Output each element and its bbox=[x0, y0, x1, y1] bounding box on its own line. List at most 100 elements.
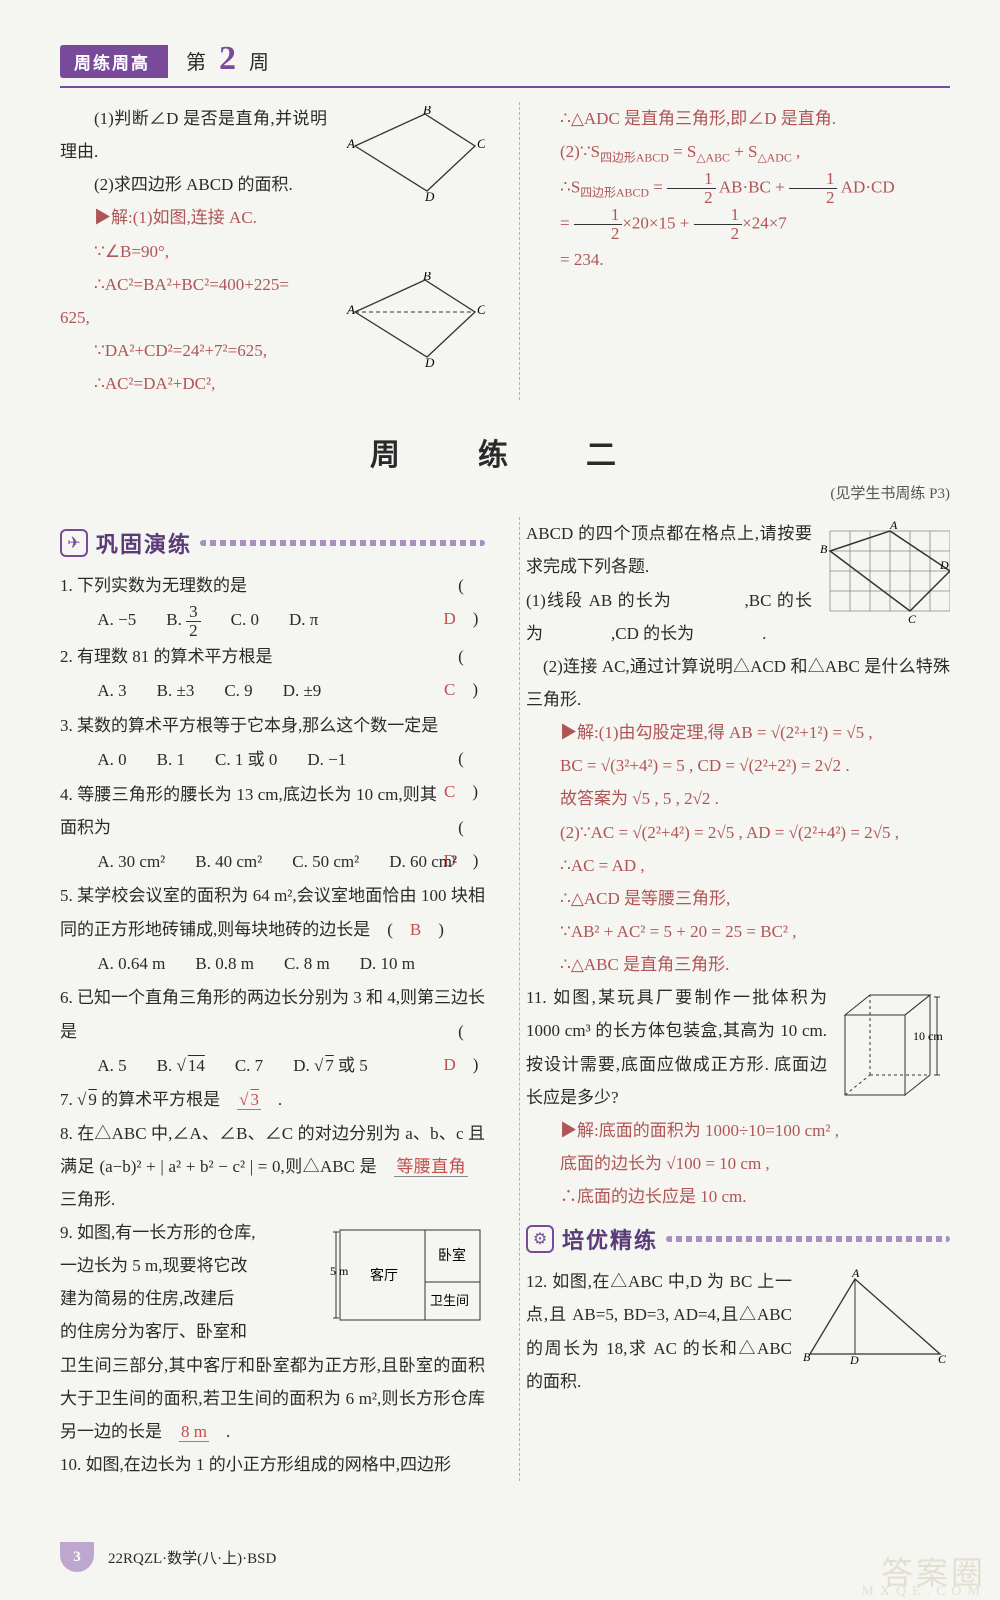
section-two-col: ✈ 巩固演练 1. 下列实数为无理数的是( D ) A. −5 B. 32 C.… bbox=[60, 517, 950, 1481]
week-number: 2 bbox=[219, 40, 240, 77]
q4-B: B. 40 cm² bbox=[195, 844, 262, 880]
gear-icon: ⚙ bbox=[526, 1225, 554, 1253]
q5-C: C. 8 m bbox=[284, 946, 330, 982]
footer-code: 22RQZL·数学(八·上)·BSD bbox=[108, 1547, 276, 1568]
q3-ans: C bbox=[444, 782, 455, 801]
svg-text:B: B bbox=[820, 542, 828, 556]
q4-C: C. 50 cm² bbox=[292, 844, 359, 880]
top-right-col: ∴△ADC 是直角三角形,即∠D 是直角. (2)∵S四边形ABCD = S△A… bbox=[519, 102, 950, 400]
q1-stem: 1. 下列实数为无理数的是( D ) bbox=[60, 569, 485, 602]
peiyou-title: 培优精练 bbox=[562, 1223, 658, 1255]
svg-text:C: C bbox=[938, 1352, 947, 1364]
top-l8: ∴AC²=DA²+DC², bbox=[60, 367, 485, 400]
q8-ans: 等腰直角 bbox=[394, 1157, 468, 1177]
svg-text:5 m: 5 m bbox=[330, 1264, 349, 1278]
q7-ans: √3 bbox=[237, 1090, 261, 1110]
svg-text:卫生间: 卫生间 bbox=[430, 1293, 469, 1308]
svg-text:A: A bbox=[346, 302, 355, 317]
q3-A: A. 0 bbox=[97, 742, 126, 778]
top-left-col: A B C D (1)判断∠D 是否是直角,并说明理由. (2)求四边形 ABC… bbox=[60, 102, 491, 400]
quad-figure-1: A B C D bbox=[335, 106, 485, 201]
q2-D: D. ±9 bbox=[283, 673, 322, 709]
q6-text: 6. 已知一个直角三角形的两边长分别为 3 和 4,则第三边长是 bbox=[60, 988, 485, 1040]
q6-C: C. 7 bbox=[235, 1048, 263, 1084]
badge-peiyou: ⚙ 培优精练 bbox=[526, 1223, 950, 1255]
svg-text:A: A bbox=[346, 136, 355, 151]
q3-B: B. 1 bbox=[157, 742, 185, 778]
svg-text:C: C bbox=[477, 302, 485, 317]
q11-cuboid-figure: 10 cm bbox=[835, 985, 950, 1105]
q11-s2: 底面的边长为 √100 = 10 cm , bbox=[526, 1147, 950, 1180]
section-title: 周 练 二 bbox=[60, 430, 950, 474]
q4-D: D. 60 cm² bbox=[389, 844, 457, 880]
q3-D: D. −1 bbox=[307, 742, 346, 778]
section-sub: (见学生书周练 P3) bbox=[60, 482, 950, 503]
svg-text:A: A bbox=[851, 1269, 860, 1280]
q2-A: A. 3 bbox=[97, 673, 126, 709]
top-r-formula: ∴S四边形ABCD = 12 AB·BC + 12 AD·CD bbox=[526, 170, 950, 207]
q6-B: B. √14 bbox=[157, 1048, 205, 1084]
q5-choices: A. 0.64 mB. 0.8 mC. 8 mD. 10 m bbox=[60, 946, 485, 982]
q10b-s5: ∴AC = AD , bbox=[526, 849, 950, 882]
q5-stem: 5. 某学校会议室的面积为 64 m²,会议室地面恰由 100 块相同的正方形地… bbox=[60, 879, 485, 945]
svg-text:C: C bbox=[477, 136, 485, 151]
badge-bar bbox=[200, 540, 485, 546]
svg-text:D: D bbox=[424, 355, 435, 367]
svg-text:B: B bbox=[423, 272, 431, 283]
q9-figure: 客厅 卧室 卫生间 5 m bbox=[330, 1220, 485, 1330]
q5-text: 5. 某学校会议室的面积为 64 m²,会议室地面恰由 100 块相同的正方形地… bbox=[60, 886, 485, 938]
q4-choices: A. 30 cm²B. 40 cm²C. 50 cm²D. 60 cm² bbox=[60, 844, 437, 880]
badge-bar-2 bbox=[666, 1236, 950, 1242]
q5-D: D. 10 m bbox=[360, 946, 415, 982]
page-number: 3 bbox=[60, 1542, 94, 1572]
q2-C: C. 9 bbox=[224, 673, 252, 709]
week-suffix: 周 bbox=[249, 52, 273, 74]
svg-text:10 cm: 10 cm bbox=[913, 1029, 943, 1043]
q10b-s4: (2)∵AC = √(2²+4²) = 2√5 , AD = √(2²+4²) … bbox=[526, 816, 950, 849]
q1-choices: A. −5 B. 32 C. 0 D. π bbox=[60, 602, 437, 639]
svg-text:B: B bbox=[803, 1350, 811, 1364]
svg-text:B: B bbox=[423, 106, 431, 117]
q10b-s3: 故答案为 √5 , 5 , 2√2 . bbox=[526, 782, 950, 815]
q11-s3: ∴底面的边长应是 10 cm. bbox=[526, 1180, 950, 1213]
svg-text:A: A bbox=[889, 521, 898, 532]
svg-text:卧室: 卧室 bbox=[438, 1247, 466, 1264]
q4-stem: 4. 等腰三角形的腰长为 13 cm,底边长为 10 cm,则其面积为( D ) bbox=[60, 778, 485, 844]
watermark-url: MXQE.COM bbox=[861, 1584, 986, 1600]
q1-C: C. 0 bbox=[231, 602, 259, 639]
top-continuation: A B C D (1)判断∠D 是否是直角,并说明理由. (2)求四边形 ABC… bbox=[60, 102, 950, 400]
quad-figure-2: A B C D bbox=[335, 272, 485, 367]
svg-text:D: D bbox=[424, 189, 435, 201]
top-r2: (2)∵S四边形ABCD = S△ABC + S△ADC , bbox=[526, 135, 950, 170]
header-rule bbox=[60, 86, 950, 88]
chapter-tag: 周练周高 bbox=[60, 45, 168, 78]
rocket-icon: ✈ bbox=[60, 529, 88, 557]
chapter-header: 周练周高 第 2 周 bbox=[60, 40, 950, 78]
svg-text:C: C bbox=[908, 612, 917, 626]
q3-choices: A. 0 B. 1 C. 1 或 0 D. −1 bbox=[60, 742, 437, 778]
top-l4: ∵∠B=90°, bbox=[60, 235, 485, 268]
q6-D: D. √7 或 5 bbox=[293, 1048, 368, 1084]
q6-stem: 6. 已知一个直角三角形的两边长分别为 3 和 4,则第三边长是( D ) bbox=[60, 981, 485, 1047]
q10b-s1: ▶解:(1)由勾股定理,得 AB = √(2²+1²) = √5 , bbox=[526, 716, 950, 749]
badge-gonggu: ✈ 巩固演练 bbox=[60, 527, 485, 559]
q2-ans: C bbox=[444, 680, 455, 699]
q10-l1: 10. 如图,在边长为 1 的小正方形组成的网格中,四边形 bbox=[60, 1448, 485, 1481]
svg-text:D: D bbox=[939, 558, 949, 572]
q10b-l1: (2)连接 AC,通过计算说明△ACD 和△ABC 是什么特殊三角形. bbox=[526, 650, 950, 716]
q2-choices: A. 3 B. ±3 C. 9 D. ±9 bbox=[60, 673, 437, 709]
top-r-calc: = 12×20×15 + 12×24×7 bbox=[526, 206, 950, 243]
q2-stem: 2. 有理数 81 的算术平方根是( C ) bbox=[60, 640, 485, 673]
q10b-s8: ∴△ABC 是直角三角形. bbox=[526, 948, 950, 981]
right-column: A B C D ABCD 的四个顶点都在格点上,请按要求完成下列各题. (1)线… bbox=[519, 517, 950, 1481]
page-footer: 3 22RQZL·数学(八·上)·BSD bbox=[60, 1542, 276, 1572]
left-column: ✈ 巩固演练 1. 下列实数为无理数的是( D ) A. −5 B. 32 C.… bbox=[60, 517, 491, 1481]
q3-C: C. 1 或 0 bbox=[215, 742, 277, 778]
q6-choices: A. 5B. √14C. 7D. √7 或 5 bbox=[60, 1048, 437, 1084]
q12-triangle-figure: A B D C bbox=[800, 1269, 950, 1364]
svg-text:D: D bbox=[849, 1353, 859, 1364]
q2-B: B. ±3 bbox=[157, 673, 195, 709]
q10b-s2: BC = √(3²+4²) = 5 , CD = √(2²+2²) = 2√2 … bbox=[526, 749, 950, 782]
q9-ans: 8 m bbox=[179, 1422, 209, 1442]
top-r3: = 234. bbox=[526, 243, 950, 276]
